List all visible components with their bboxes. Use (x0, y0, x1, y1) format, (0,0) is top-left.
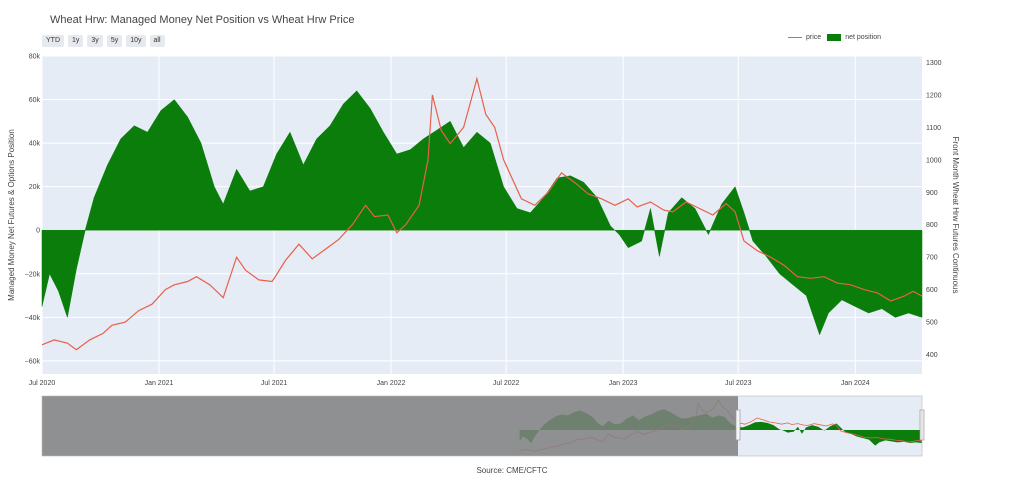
y-left-tick-label: 40k (29, 141, 41, 148)
y-right-tick-label: 700 (926, 255, 938, 262)
y-right-tick-label: 1200 (926, 92, 942, 99)
range-selector: YTD 1y 3y 5y 10y all (42, 35, 165, 47)
x-tick-label: Jan 2022 (377, 380, 406, 387)
range-slider-frame (41, 395, 923, 457)
x-tick-label: Jan 2021 (145, 380, 174, 387)
y-right-tick-label: 900 (926, 190, 938, 197)
y-right-tick-label: 800 (926, 222, 938, 229)
y-right-tick-label: 1100 (926, 125, 941, 132)
y-right-tick-label: 500 (926, 320, 938, 327)
chart-title: Wheat Hrw: Managed Money Net Position vs… (50, 14, 355, 26)
y-right-tick-label: 400 (926, 352, 938, 359)
range-button-5y[interactable]: 5y (106, 35, 123, 47)
y-right-tick-label: 1000 (926, 157, 942, 164)
axes: Jul 2020 Jan 2021 Jul 2021 Jan 2022 Jul 2022… (25, 54, 942, 388)
legend-item-price[interactable]: price (788, 34, 821, 41)
net-position-swatch (827, 34, 842, 41)
y-left-tick-label: 80k (29, 54, 41, 61)
y-axis-right-title: Front Month Wheat Hrw Futures Continuous (951, 137, 960, 294)
range-slider-handle-left[interactable] (735, 409, 741, 441)
x-tick-label: Jul 2020 (29, 380, 56, 387)
range-button-3y[interactable]: 3y (87, 35, 103, 47)
y-right-tick-label: 600 (926, 287, 938, 294)
y-left-tick-label: −60k (25, 358, 41, 365)
range-button-ytd[interactable]: YTD (42, 35, 64, 47)
legend-item-net-position[interactable]: net position (827, 34, 881, 41)
net-position-area[interactable] (41, 90, 923, 336)
legend-label-price: price (806, 34, 822, 41)
x-tick-label: Jul 2021 (261, 380, 288, 387)
legend: price net position (788, 34, 881, 41)
y-axis-left-title: Managed Money Net Futures & Options Posi… (7, 129, 16, 301)
range-button-10y[interactable]: 10y (126, 35, 146, 47)
legend-label-net-position: net position (845, 34, 881, 41)
y-left-tick-label: 60k (29, 97, 41, 104)
source-note: Source: CME/CFTC (476, 466, 548, 475)
x-tick-label: Jul 2022 (493, 380, 520, 387)
chart-svg: Jul 2020 Jan 2021 Jul 2021 Jan 2022 Jul 2022… (7, 54, 960, 457)
range-slider-mask (42, 396, 738, 456)
x-tick-label: Jul 2023 (725, 380, 752, 387)
x-tick-label: Jan 2024 (841, 380, 870, 387)
range-slider[interactable] (41, 395, 925, 457)
y-left-tick-label: −20k (25, 271, 41, 278)
price-line-swatch (788, 37, 802, 38)
y-left-tick-label: −40k (25, 315, 41, 322)
x-tick-label: Jan 2023 (609, 380, 638, 387)
y-left-tick-label: 20k (29, 184, 41, 191)
range-button-all[interactable]: all (149, 35, 165, 47)
price-line[interactable] (41, 76, 923, 351)
main-plot[interactable] (41, 76, 923, 351)
range-button-1y[interactable]: 1y (68, 35, 84, 47)
y-left-tick-label: 0 (36, 228, 40, 235)
y-right-tick-label: 1300 (926, 60, 942, 67)
